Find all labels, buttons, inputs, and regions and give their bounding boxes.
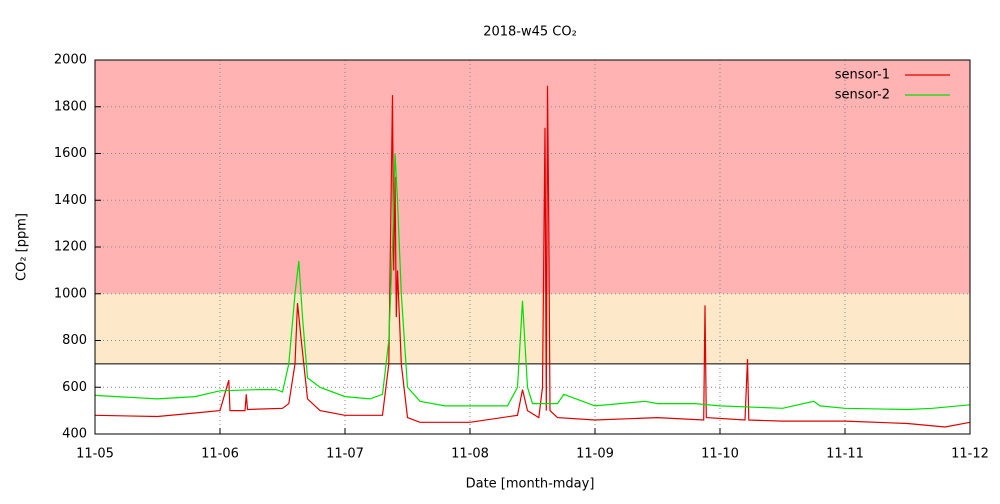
- y-tick-label: 1200: [54, 240, 87, 255]
- x-tick-label: 11-12: [951, 447, 989, 462]
- x-tick-label: 11-06: [201, 447, 239, 462]
- x-tick-label: 11-11: [826, 447, 864, 462]
- x-tick-label: 11-05: [76, 447, 114, 462]
- y-axis-label: CO₂ [ppm]: [15, 213, 30, 281]
- legend-label: sensor-2: [835, 88, 890, 103]
- y-tick-label: 1000: [54, 286, 87, 301]
- y-tick-label: 1800: [54, 99, 87, 114]
- plot-frame: [94, 59, 971, 435]
- y-tick-label: 1600: [54, 146, 87, 161]
- band: [95, 60, 970, 294]
- y-tick-label: 600: [62, 380, 87, 395]
- series-line: [94, 85, 971, 428]
- x-tick-label: 11-08: [451, 447, 489, 462]
- series-line: [94, 153, 971, 411]
- y-tick-label: 1400: [54, 193, 87, 208]
- band: [95, 293, 970, 364]
- chart-title: 2018-w45 CO₂: [483, 25, 577, 40]
- legend-label: sensor-1: [835, 68, 890, 83]
- y-tick-label: 2000: [54, 53, 87, 68]
- x-tick-label: 11-09: [576, 447, 614, 462]
- x-axis-label: Date [month-mday]: [466, 477, 595, 492]
- x-tick-label: 11-07: [326, 447, 364, 462]
- x-tick-label: 11-10: [701, 447, 739, 462]
- y-tick-label: 800: [62, 333, 87, 348]
- y-tick-label: 400: [62, 427, 87, 442]
